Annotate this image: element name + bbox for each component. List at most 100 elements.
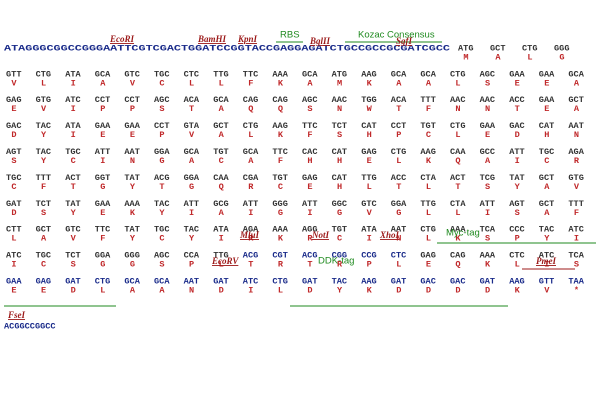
amino-acid: A [426,78,432,88]
codon: TGC [65,147,80,157]
codon: AAT [391,225,406,235]
amino-acid: W [367,104,373,114]
codon: CTG [272,276,287,286]
codon: AGC [154,251,169,261]
amino-acid: K [515,285,521,295]
amino-acid: I [307,208,312,218]
codon: AAG [361,276,376,286]
amino-acid: V [367,208,373,218]
codon: GAA [539,95,555,105]
amino-acid: A [307,78,313,88]
codon: GAG [36,276,51,286]
amino-acid: K [278,130,284,140]
amino-acid: Y [544,234,550,244]
codon: CAG [243,95,258,105]
codon: TTC [95,225,110,235]
amino-acid: K [278,78,284,88]
codon: CCG [361,251,376,261]
amino-acid: H [337,156,342,166]
amino-acid: R [248,234,254,244]
amino-acid: D [426,285,431,295]
codon: CCT [95,95,110,105]
amino-acid: L [248,130,253,140]
amino-acid: C [219,156,224,166]
amino-acid: D [485,285,490,295]
codon: GAT [480,276,495,286]
codon: TTC [243,69,258,79]
amino-acid: A [100,78,106,88]
amino-acid: A [544,182,550,192]
amino-acid: Y [41,130,47,140]
codon: GCA [184,147,200,157]
codon: GAT [6,199,21,209]
amino-acid: D [455,285,460,295]
amino-acid: G [396,208,401,218]
enzyme-site: EcoRI [109,34,135,44]
amino-acid: L [278,285,283,295]
amino-acid: Y [159,208,165,218]
amino-acid: D [219,285,224,295]
amino-acid: I [71,104,76,114]
amino-acid: V [544,285,550,295]
codon: TCT [36,199,51,209]
amino-acid: Y [71,208,77,218]
codon: TTC [272,147,287,157]
codon: GGA [154,147,170,157]
amino-acid: A [219,208,225,218]
codon: GCT [36,225,51,235]
codon: ACA [184,95,200,105]
codon: GAA [95,121,111,131]
amino-acid: A [248,156,254,166]
codon: AGT [6,147,21,157]
amino-acid: A [495,52,501,62]
codon: GCT [490,43,505,53]
amino-acid: F [248,78,253,88]
codon: CTG [450,69,465,79]
amino-acid: Q [219,182,224,192]
feature-label: Myc-tag [446,228,480,239]
amino-acid: G [278,208,283,218]
codon: ACA [391,95,407,105]
codon: TCA [480,225,496,235]
codon: GGG [554,43,569,53]
amino-acid: Y [130,234,136,244]
codon: GTT [539,276,554,286]
amino-acid: K [367,285,373,295]
amino-acid: P [130,104,135,114]
codon: ATG [332,69,347,79]
amino-acid: Y [41,156,47,166]
amino-acid: C [337,234,342,244]
amino-acid: T [515,104,520,114]
enzyme-site: PmeI [536,256,556,266]
amino-acid: A [396,78,402,88]
codon: TGC [154,69,169,79]
amino-acid: I [515,156,520,166]
codon: CTG [95,276,110,286]
codon: ATG [458,43,473,53]
codon: TGT [332,225,347,235]
amino-acid: E [100,130,105,140]
codon: AAT [184,276,199,286]
codon: GCA [243,147,259,157]
amino-acid: P [396,130,401,140]
amino-acid: S [159,104,164,114]
codon: CAT [332,173,347,183]
codon: CTG [522,43,537,53]
amino-acid: S [485,78,490,88]
amino-acid: M [337,78,342,88]
codon: TAT [124,225,139,235]
amino-acid: K [367,78,373,88]
amino-acid: S [515,208,520,218]
amino-acid: I [367,234,372,244]
amino-acid: N [189,285,194,295]
amino-acid: L [189,78,194,88]
codon: TTG [420,199,435,209]
amino-acid: I [485,208,490,218]
codon: CAT [361,121,376,131]
amino-acid: L [455,208,460,218]
amino-acid: E [485,130,490,140]
amino-acid: V [189,130,195,140]
codon: CGT [272,251,287,261]
amino-acid: E [11,285,16,295]
